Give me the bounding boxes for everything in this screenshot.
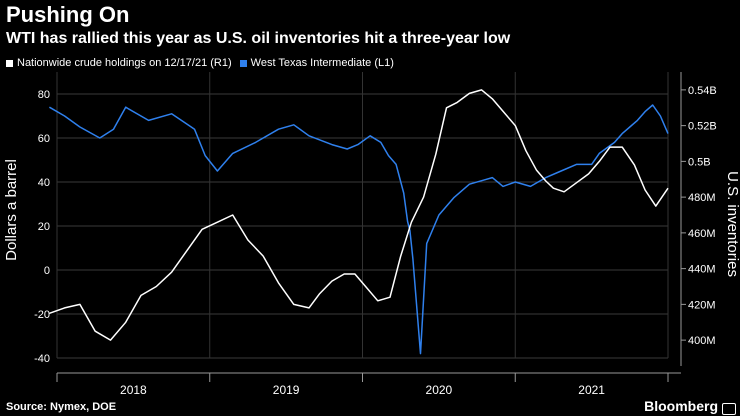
left-tick-label: -20	[34, 309, 50, 321]
left-axis-label: Dollars a barrel	[3, 159, 20, 261]
left-tick-label: 60	[38, 133, 50, 145]
right-tick-label: 420M	[688, 299, 716, 311]
legend-swatch-wti	[239, 59, 247, 67]
right-tick-label: 480M	[688, 192, 716, 204]
right-tick-label: 440M	[688, 264, 716, 276]
legend-item-wti: West Texas Intermediate (L1)	[239, 57, 394, 69]
series-group	[49, 89, 669, 355]
left-axis: 80 60 40 20 0 -20 -40	[34, 89, 50, 365]
gridlines	[56, 72, 669, 359]
right-tick-label: 0.54B	[688, 85, 717, 97]
series-line-wti	[49, 104, 669, 355]
legend-item-inventories: Nationwide crude holdings on 12/17/21 (R…	[6, 57, 232, 69]
brand-badge-icon	[722, 403, 736, 415]
x-tick-label: 2018	[120, 383, 147, 397]
left-tick-label: -40	[34, 353, 50, 365]
chart-subtitle: WTI has rallied this year as U.S. oil in…	[6, 30, 511, 47]
left-tick-label: 40	[38, 177, 50, 189]
x-tick-label: 2019	[273, 383, 300, 397]
legend-label-wti: West Texas Intermediate (L1)	[250, 57, 394, 69]
series-line-inventories	[49, 89, 669, 341]
right-axis: 0.54B 0.52B 0.5B 480M 460M 440M 420M 400M	[680, 72, 717, 366]
left-tick-label: 20	[38, 221, 50, 233]
right-tick-label: 460M	[688, 228, 716, 240]
legend-label-inventories: Nationwide crude holdings on 12/17/21 (R…	[17, 57, 232, 69]
x-tick-label: 2020	[426, 383, 453, 397]
x-tick-label: 2021	[578, 383, 605, 397]
left-tick-label: 80	[38, 89, 50, 101]
left-tick-label: 0	[44, 265, 50, 277]
x-axis: 2018 2019 2020 2021	[56, 372, 681, 397]
right-tick-label: 400M	[688, 335, 716, 347]
brand-logo: Bloomberg	[644, 398, 718, 414]
legend-swatch-inventories	[6, 59, 13, 67]
chart-title: Pushing On	[6, 2, 130, 27]
right-tick-label: 0.52B	[688, 121, 717, 133]
source-note: Source: Nymex, DOE	[6, 401, 117, 413]
legend: Nationwide crude holdings on 12/17/21 (R…	[6, 57, 402, 69]
right-axis-label: U.S. inventories	[724, 171, 740, 277]
right-tick-label: 0.5B	[688, 156, 711, 168]
